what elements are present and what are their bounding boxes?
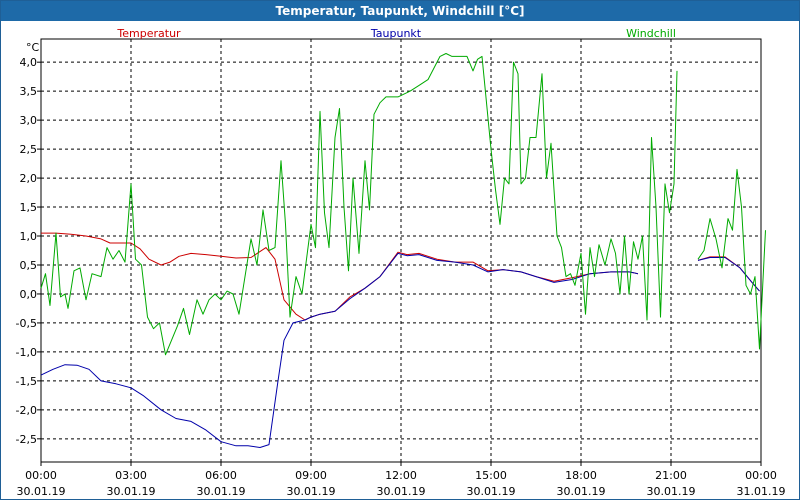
y-tick-label: -0,5	[16, 317, 37, 330]
series-line-temperatur	[697, 256, 760, 292]
y-tick-label: 2,5	[20, 143, 38, 156]
legend: Temperatur Taupunkt Windchill	[116, 27, 676, 40]
y-tick-label: 0,0	[20, 288, 38, 301]
x-tick-time: 15:00	[475, 469, 507, 482]
gridlines	[41, 39, 761, 462]
chart-title: Temperatur, Taupunkt, Windchill [°C]	[1, 1, 799, 21]
line-chart: 4,0 3,5 3,0 2,5 2,0 1,5 1,0 0,5 0,0 -0,5 -1,0 -1,5 -…	[16, 27, 786, 498]
y-tick-label: 2,0	[20, 172, 38, 185]
series-line-taupunkt	[697, 257, 760, 292]
x-tick-date: 30.01.19	[647, 485, 696, 498]
legend-temperatur: Temperatur	[116, 27, 181, 40]
y-axis-label: °C	[26, 41, 40, 54]
y-tick-label: 4,0	[20, 56, 38, 69]
x-tick-time: 06:00	[205, 469, 237, 482]
x-tick-date: 30.01.19	[197, 485, 246, 498]
x-tick-date: 30.01.19	[467, 485, 516, 498]
legend-taupunkt: Taupunkt	[370, 27, 422, 40]
x-tick-date: 31.01.19	[737, 485, 786, 498]
y-tick-label: 3,5	[20, 85, 38, 98]
x-tick-date: 30.01.19	[377, 485, 426, 498]
x-tick-time: 00:00	[25, 469, 57, 482]
y-tick-labels: 4,0 3,5 3,0 2,5 2,0 1,5 1,0 0,5 0,0 -0,5 -1,0 -1,5 -…	[16, 56, 37, 446]
x-tick-time: 18:00	[565, 469, 597, 482]
x-tick-time: 09:00	[295, 469, 327, 482]
y-tick-label: 0,5	[20, 259, 38, 272]
x-tick-date: 30.01.19	[287, 485, 336, 498]
x-tick-time: 12:00	[385, 469, 417, 482]
legend-windchill: Windchill	[626, 27, 676, 40]
y-tick-label: -1,5	[16, 375, 37, 388]
x-tick-time: 21:00	[655, 469, 687, 482]
series-lines	[40, 53, 766, 448]
plot-area-border	[40, 38, 762, 463]
series-line-taupunkt	[40, 252, 639, 448]
y-tick-label: 1,0	[20, 230, 38, 243]
x-tick-labels: 00:00 30.01.19 03:00 30.01.19 06:00 30.01.19 0…	[17, 469, 786, 498]
x-tick-time: 03:00	[115, 469, 147, 482]
y-tick-label: 3,0	[20, 114, 38, 127]
x-tick-date: 30.01.19	[17, 485, 66, 498]
y-tick-label: -2,5	[16, 433, 37, 446]
series-line-windchill	[40, 53, 678, 356]
x-tick-time: 00:00	[745, 469, 777, 482]
y-tick-label: 1,5	[20, 201, 38, 214]
y-tick-label: -1,0	[16, 346, 37, 359]
x-tick-date: 30.01.19	[557, 485, 606, 498]
axes	[37, 38, 762, 466]
series-line-windchill	[697, 168, 766, 350]
y-tick-label: -2,0	[16, 404, 37, 417]
x-tick-date: 30.01.19	[107, 485, 156, 498]
